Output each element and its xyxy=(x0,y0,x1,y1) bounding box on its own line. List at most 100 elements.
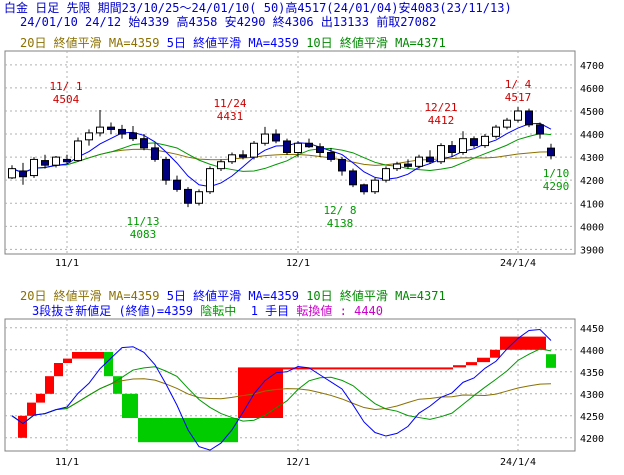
top-x-tick-label: 12/1 xyxy=(286,258,310,269)
candle-body xyxy=(52,156,60,166)
chart-title-line2: 24/01/10 24/12 始4339 高4358 安4290 終4306 出… xyxy=(20,15,437,29)
legend-ma10: 10日 終値平滑 MA=4371 xyxy=(306,36,446,50)
candle-body xyxy=(349,170,357,186)
top-y-tick-label: 4600 xyxy=(580,84,604,95)
legend-ma5: 5日 終値平滑 MA=4359 xyxy=(166,36,299,50)
bottom-x-tick-label: 12/1 xyxy=(286,457,310,468)
candle-body xyxy=(206,168,214,193)
bottom-x-tick-label: 24/1/4 xyxy=(500,457,536,468)
candle-body xyxy=(525,110,533,126)
top-y-tick-label: 4300 xyxy=(580,153,604,164)
candle-body xyxy=(107,126,115,130)
reversal-label: 転換値 : 4440 xyxy=(296,304,383,318)
candle-body xyxy=(415,156,423,167)
trend-label: 陰転中 xyxy=(200,304,237,318)
candle-body xyxy=(360,184,368,193)
candle-body xyxy=(118,128,126,135)
candle-body xyxy=(547,147,555,157)
candle-body xyxy=(41,160,49,166)
candle-body xyxy=(503,119,511,128)
bottom-panel-frame xyxy=(4,318,576,452)
bottom-x-tick-label: 11/1 xyxy=(55,457,79,468)
top-x-tick-label: 11/1 xyxy=(55,258,79,269)
top-y-tick-label: 4200 xyxy=(580,176,604,187)
annotation-date: 1/ 4 xyxy=(505,78,532,91)
candle-body xyxy=(514,110,522,121)
top-y-tick-label: 4100 xyxy=(580,199,604,210)
candle-body xyxy=(250,142,258,158)
candle-body xyxy=(184,188,192,204)
method-label: 3段抜き新値足 (終値)=4359 xyxy=(32,304,194,318)
candle-body xyxy=(272,133,280,142)
candle-body xyxy=(481,135,489,147)
candle-body xyxy=(492,126,500,137)
step-box xyxy=(490,349,500,358)
candle-body xyxy=(283,140,291,154)
step-box xyxy=(54,363,63,377)
candle-body xyxy=(437,145,445,163)
legend-ma20: 20日 終値平滑 MA=4359 xyxy=(20,36,160,50)
candle-body xyxy=(294,142,302,153)
legend-ma5-bottom: 5日 終値平滑 MA=4359 xyxy=(166,289,299,303)
bottom-y-tick-label: 4450 xyxy=(580,324,604,335)
step-box xyxy=(104,352,113,377)
annotation-date: 11/24 xyxy=(213,97,246,110)
bottom-y-tick-label: 4250 xyxy=(580,412,604,423)
candle-body xyxy=(151,147,159,160)
count-label: 1 手目 xyxy=(250,304,290,318)
candle-body xyxy=(30,158,38,177)
annotation-date: 12/ 8 xyxy=(323,204,356,217)
chart-title-line1: 白金 日足 先限 期間23/10/25～24/01/10( 50)高4517(2… xyxy=(4,1,512,15)
annotation-value: 4517 xyxy=(505,91,532,104)
candle-body xyxy=(470,138,478,147)
ma10-line-bottom xyxy=(11,348,552,425)
annotation-value: 4431 xyxy=(217,110,244,123)
candle-body xyxy=(129,132,137,140)
step-box xyxy=(63,358,72,363)
bottom-y-tick-label: 4200 xyxy=(580,434,604,445)
step-box xyxy=(113,376,122,394)
candle-body xyxy=(327,152,335,160)
bottom-y-tick-label: 4400 xyxy=(580,346,604,357)
step-box xyxy=(18,415,27,438)
candle-body xyxy=(404,163,412,167)
annotation-value: 4412 xyxy=(428,114,455,127)
candle-body xyxy=(536,124,544,135)
candle-body xyxy=(459,138,467,153)
candle-body xyxy=(228,154,236,163)
annotation-date: 12/21 xyxy=(424,101,457,114)
annotation-value: 4290 xyxy=(543,180,570,193)
candle-body xyxy=(96,126,104,134)
candle-body xyxy=(173,179,181,190)
candle-body xyxy=(162,158,170,181)
step-box xyxy=(122,393,138,418)
candle-body xyxy=(217,161,225,170)
legend-ma10-bottom: 10日 終値平滑 MA=4371 xyxy=(306,289,446,303)
candle-body xyxy=(426,156,434,163)
top-y-tick-label: 4000 xyxy=(580,222,604,233)
candle-body xyxy=(239,154,247,158)
bottom-legend: 20日 終値平滑 MA=4359 5日 終値平滑 MA=4359 10日 終値平… xyxy=(20,289,446,303)
ma10-line xyxy=(11,133,552,174)
top-legend: 20日 終値平滑 MA=4359 5日 終値平滑 MA=4359 10日 終値平… xyxy=(20,36,446,50)
legend-ma20-bottom: 20日 終値平滑 MA=4359 xyxy=(20,289,160,303)
step-box xyxy=(27,402,36,416)
annotation-value: 4083 xyxy=(130,228,157,241)
annotation-date: 11/ 1 xyxy=(49,80,82,93)
annotation-date: 11/13 xyxy=(126,215,159,228)
candle-body xyxy=(305,142,313,148)
step-box xyxy=(283,367,453,370)
ma5-line-bottom xyxy=(11,329,552,451)
bottom-y-tick-label: 4350 xyxy=(580,368,604,379)
candle-body xyxy=(393,163,401,170)
step-box xyxy=(477,357,490,363)
candle-body xyxy=(19,170,27,178)
top-y-tick-label: 4400 xyxy=(580,130,604,141)
candle-body xyxy=(371,179,379,193)
candle-body xyxy=(261,133,269,144)
candle-body xyxy=(195,191,203,204)
top-y-tick-label: 4700 xyxy=(580,61,604,72)
annotation-value: 4504 xyxy=(53,93,80,106)
bottom-info: 3段抜き新値足 (終値)=4359 陰転中 1 手目 転換値 : 4440 xyxy=(32,304,383,318)
